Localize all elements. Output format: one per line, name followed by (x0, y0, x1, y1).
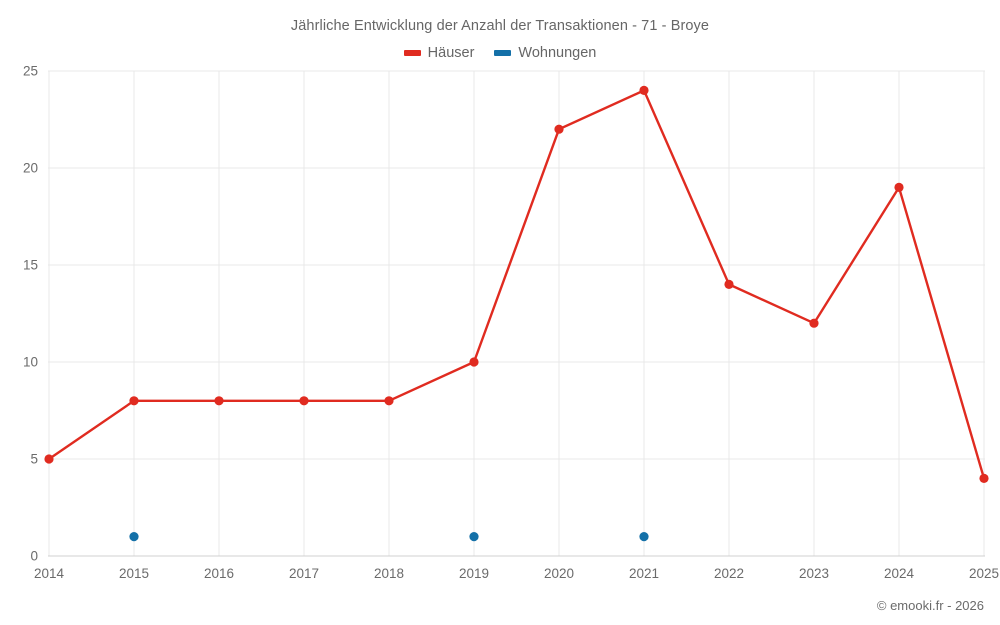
chart-title: Jährliche Entwicklung der Anzahl der Tra… (290, 18, 710, 34)
data-point[interactable] (384, 396, 394, 406)
data-point[interactable] (639, 532, 649, 542)
x-axis-tick-label: 2020 (543, 566, 575, 581)
y-axis-tick-label: 10 (22, 354, 38, 370)
x-axis-tick-label: 2025 (968, 566, 1000, 581)
y-axis-tick-label: 5 (30, 451, 38, 467)
legend-swatch-wohnungen (494, 50, 512, 56)
gridlines (48, 70, 985, 557)
x-axis-tick-label: 2021 (628, 566, 660, 581)
data-point[interactable] (639, 85, 649, 95)
x-axis-tick-label: 2016 (203, 566, 235, 581)
series-line (47, 89, 986, 480)
data-point[interactable] (724, 279, 734, 289)
legend-item-wohnungen[interactable]: Wohnungen (494, 45, 596, 61)
legend-swatch-haeuser (403, 50, 421, 56)
x-axis-tick-label: 2018 (373, 566, 405, 581)
y-axis-tick-label: 20 (22, 160, 38, 176)
data-point[interactable] (214, 396, 224, 406)
y-axis-tick-label: 25 (22, 63, 38, 79)
x-axis-tick-label: 2017 (288, 566, 320, 581)
x-axis-tick-label: 2015 (118, 566, 150, 581)
data-point[interactable] (809, 318, 819, 328)
legend-label-wohnungen: Wohnungen (518, 45, 597, 61)
legend-item-haeuser[interactable]: Häuser (403, 45, 475, 61)
chart-legend: Häuser Wohnungen (0, 45, 1000, 61)
x-axis-tick-label: 2023 (798, 566, 830, 581)
data-point[interactable] (894, 182, 904, 192)
x-axis-tick-label: 2024 (883, 566, 915, 581)
data-point[interactable] (469, 532, 479, 542)
legend-label-haeuser: Häuser (427, 45, 475, 61)
footer-attribution: © emooki.fr - 2026 (876, 598, 984, 613)
data-point[interactable] (469, 357, 479, 367)
series-huser (44, 85, 989, 483)
data-point[interactable] (129, 532, 139, 542)
plot-area (44, 70, 989, 557)
y-axis-tick-label: 0 (30, 548, 38, 564)
x-axis-tick-label: 2019 (458, 566, 490, 581)
y-axis-tick-label: 15 (22, 257, 38, 273)
data-point[interactable] (299, 396, 309, 406)
plot-svg (44, 70, 989, 557)
series-wohnungen (129, 532, 649, 542)
x-axis-tick-label: 2022 (713, 566, 745, 581)
x-axis-tick-label: 2014 (33, 566, 65, 581)
data-point[interactable] (979, 473, 989, 483)
data-point[interactable] (554, 124, 564, 134)
data-point[interactable] (129, 396, 139, 406)
data-point[interactable] (44, 454, 54, 464)
